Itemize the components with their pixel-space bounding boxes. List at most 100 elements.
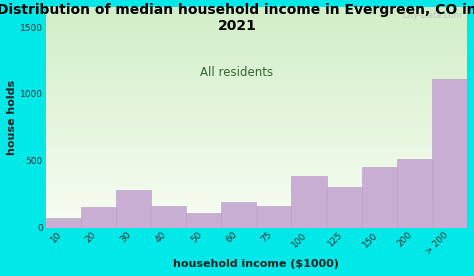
Bar <box>46 149 467 150</box>
Bar <box>46 217 467 218</box>
Bar <box>46 197 467 198</box>
Bar <box>46 143 467 144</box>
Bar <box>46 82 467 83</box>
Bar <box>46 36 467 37</box>
Bar <box>46 163 467 164</box>
Bar <box>46 85 467 86</box>
Bar <box>46 43 467 44</box>
Bar <box>46 32 467 33</box>
Bar <box>46 20 467 21</box>
Bar <box>46 71 467 72</box>
Bar <box>46 209 467 210</box>
Bar <box>46 92 467 93</box>
Bar <box>46 90 467 91</box>
Bar <box>46 200 467 201</box>
Bar <box>46 152 467 153</box>
Bar <box>46 72 467 73</box>
Bar <box>46 9 467 10</box>
Bar <box>46 134 467 135</box>
Bar <box>46 94 467 95</box>
Bar <box>46 146 467 147</box>
Bar <box>46 218 467 219</box>
Bar <box>46 27 467 28</box>
Bar <box>46 176 467 177</box>
Bar <box>46 224 467 225</box>
Bar <box>46 12 467 14</box>
Bar <box>46 14 467 15</box>
Bar <box>46 10 467 11</box>
X-axis label: household income ($1000): household income ($1000) <box>173 259 339 269</box>
Bar <box>151 206 186 228</box>
Bar <box>46 166 467 167</box>
Bar <box>46 145 467 146</box>
Bar <box>46 172 467 174</box>
Bar <box>46 42 467 43</box>
Bar <box>46 180 467 181</box>
Text: City-Data.com: City-Data.com <box>403 11 463 20</box>
Bar <box>46 68 467 69</box>
Bar <box>46 74 467 75</box>
Bar <box>46 132 467 133</box>
Bar <box>292 176 327 228</box>
Bar <box>46 91 467 92</box>
Bar <box>46 167 467 168</box>
Bar <box>46 126 467 127</box>
Bar <box>46 216 467 217</box>
Bar <box>46 157 467 158</box>
Bar <box>397 160 432 228</box>
Bar <box>46 7 467 8</box>
Bar <box>46 191 467 192</box>
Bar <box>116 190 151 228</box>
Bar <box>46 25 467 26</box>
Bar <box>46 159 467 160</box>
Bar <box>46 61 467 62</box>
Bar <box>46 69 467 70</box>
Bar <box>46 137 467 138</box>
Bar <box>46 8 467 9</box>
Bar <box>46 63 467 64</box>
Bar <box>46 205 467 206</box>
Bar <box>46 222 467 223</box>
Bar <box>46 18 467 19</box>
Bar <box>46 53 467 54</box>
Bar <box>46 97 467 99</box>
Bar <box>46 195 467 196</box>
Bar <box>46 140 467 142</box>
Bar <box>46 193 467 195</box>
Bar <box>46 52 467 53</box>
Bar <box>46 110 467 111</box>
Bar <box>46 164 467 165</box>
Bar <box>46 136 467 137</box>
Bar <box>46 80 467 81</box>
Bar <box>46 203 467 205</box>
Bar <box>46 64 467 65</box>
Bar <box>432 79 467 228</box>
Bar <box>46 184 467 185</box>
Bar <box>46 48 467 49</box>
Bar <box>46 86 467 87</box>
Bar <box>46 139 467 140</box>
Bar <box>46 19 467 20</box>
Bar <box>46 54 467 55</box>
Bar <box>46 127 467 128</box>
Bar <box>46 106 467 107</box>
Bar <box>46 220 467 221</box>
Bar <box>46 156 467 157</box>
Bar <box>46 102 467 103</box>
Bar <box>46 111 467 112</box>
Bar <box>46 22 467 23</box>
Bar <box>46 40 467 41</box>
Bar <box>46 117 467 118</box>
Bar <box>81 207 116 228</box>
Bar <box>186 213 221 228</box>
Bar <box>46 135 467 136</box>
Bar <box>327 187 362 228</box>
Bar <box>46 65 467 67</box>
Bar <box>46 89 467 90</box>
Bar <box>46 144 467 145</box>
Bar <box>46 49 467 50</box>
Bar <box>46 107 467 108</box>
Bar <box>46 81 467 82</box>
Bar <box>46 124 467 125</box>
Text: Distribution of median household income in Evergreen, CO in
2021: Distribution of median household income … <box>0 3 474 33</box>
